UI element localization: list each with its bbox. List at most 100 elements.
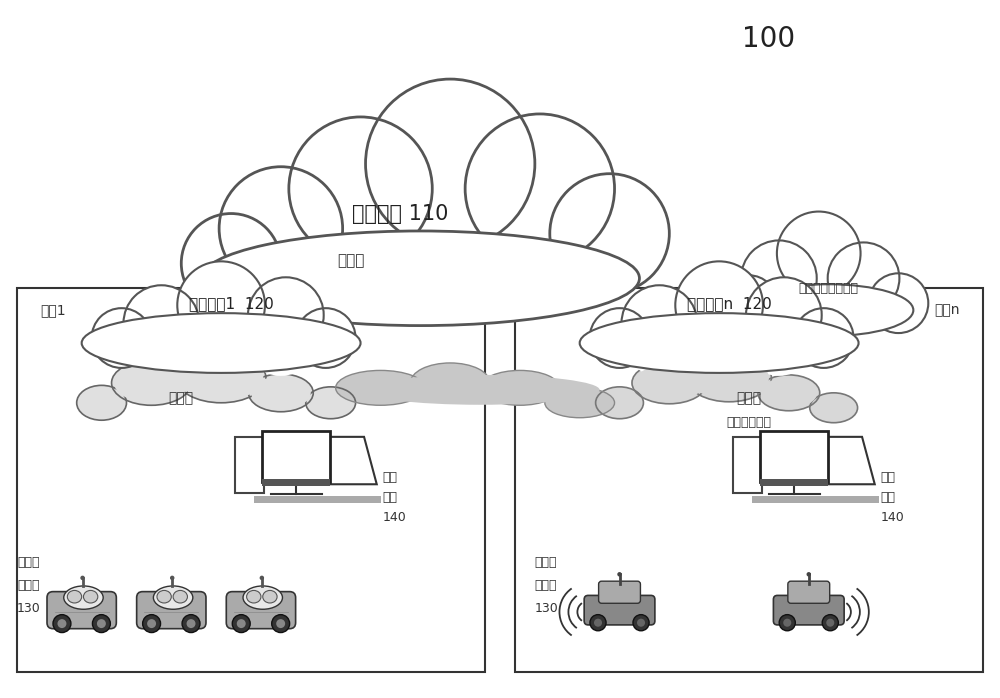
Ellipse shape xyxy=(758,375,820,410)
Ellipse shape xyxy=(810,393,858,423)
Ellipse shape xyxy=(173,591,187,603)
Circle shape xyxy=(550,174,669,293)
Circle shape xyxy=(807,572,811,577)
Circle shape xyxy=(177,261,265,349)
Circle shape xyxy=(677,296,761,380)
Circle shape xyxy=(794,308,854,368)
Text: 公有云: 公有云 xyxy=(337,253,364,268)
Ellipse shape xyxy=(251,376,311,409)
Circle shape xyxy=(272,615,290,632)
Circle shape xyxy=(783,618,791,627)
Ellipse shape xyxy=(179,355,263,400)
Polygon shape xyxy=(262,431,330,482)
Circle shape xyxy=(124,300,199,376)
Circle shape xyxy=(633,615,649,631)
Circle shape xyxy=(538,221,622,305)
Text: 100: 100 xyxy=(742,25,795,53)
Text: 应用: 应用 xyxy=(880,491,895,504)
Circle shape xyxy=(637,618,645,627)
Circle shape xyxy=(590,615,606,631)
Circle shape xyxy=(594,618,602,627)
Circle shape xyxy=(369,211,472,315)
Text: 130: 130 xyxy=(17,602,41,616)
Circle shape xyxy=(57,619,66,628)
Ellipse shape xyxy=(64,586,103,609)
Polygon shape xyxy=(235,437,264,493)
Circle shape xyxy=(124,285,199,361)
FancyBboxPatch shape xyxy=(47,592,116,629)
Ellipse shape xyxy=(153,586,193,609)
Circle shape xyxy=(622,300,697,376)
Ellipse shape xyxy=(176,353,266,403)
Circle shape xyxy=(869,274,928,333)
Text: 130: 130 xyxy=(535,602,559,616)
FancyBboxPatch shape xyxy=(773,595,844,625)
Ellipse shape xyxy=(157,591,171,603)
Circle shape xyxy=(97,619,106,628)
Ellipse shape xyxy=(596,387,643,419)
Text: 分控平台1  120: 分控平台1 120 xyxy=(189,296,273,311)
Circle shape xyxy=(741,240,817,316)
Circle shape xyxy=(777,211,861,295)
Text: 园区n: 园区n xyxy=(935,303,960,317)
Circle shape xyxy=(822,615,838,631)
Circle shape xyxy=(590,308,649,368)
FancyBboxPatch shape xyxy=(226,592,296,629)
Circle shape xyxy=(219,221,303,305)
Polygon shape xyxy=(254,496,381,503)
FancyBboxPatch shape xyxy=(599,581,640,603)
Text: 件模块: 件模块 xyxy=(17,579,39,592)
Circle shape xyxy=(828,242,899,314)
Circle shape xyxy=(248,277,324,353)
Circle shape xyxy=(721,275,777,331)
Circle shape xyxy=(179,296,263,380)
Ellipse shape xyxy=(687,354,771,402)
Text: 应用: 应用 xyxy=(382,491,397,504)
Ellipse shape xyxy=(632,362,707,403)
Ellipse shape xyxy=(545,388,615,417)
Ellipse shape xyxy=(744,284,913,336)
Polygon shape xyxy=(807,437,875,484)
Circle shape xyxy=(617,572,622,577)
Text: 终端: 终端 xyxy=(880,471,895,484)
Circle shape xyxy=(279,211,382,315)
Text: 140: 140 xyxy=(880,511,904,524)
FancyBboxPatch shape xyxy=(584,595,655,625)
Circle shape xyxy=(366,79,535,248)
Ellipse shape xyxy=(243,586,282,609)
Ellipse shape xyxy=(247,591,261,603)
Ellipse shape xyxy=(112,360,191,406)
Ellipse shape xyxy=(689,357,769,399)
Ellipse shape xyxy=(201,231,639,325)
Circle shape xyxy=(779,615,795,631)
Ellipse shape xyxy=(306,387,356,419)
Ellipse shape xyxy=(82,313,361,373)
Text: 140: 140 xyxy=(382,511,406,524)
Circle shape xyxy=(170,576,174,580)
Circle shape xyxy=(182,615,200,632)
FancyBboxPatch shape xyxy=(137,592,206,629)
Ellipse shape xyxy=(760,378,817,408)
Circle shape xyxy=(675,261,763,349)
Circle shape xyxy=(276,619,285,628)
Ellipse shape xyxy=(82,313,361,373)
Ellipse shape xyxy=(336,371,425,406)
Ellipse shape xyxy=(410,363,490,403)
Circle shape xyxy=(53,615,71,632)
Circle shape xyxy=(741,300,817,376)
Circle shape xyxy=(232,615,250,632)
Polygon shape xyxy=(752,496,879,503)
Text: 车载软: 车载软 xyxy=(17,556,39,569)
Ellipse shape xyxy=(211,233,629,323)
Ellipse shape xyxy=(83,591,98,603)
Text: 车载软: 车载软 xyxy=(535,556,557,569)
Circle shape xyxy=(289,117,432,260)
FancyBboxPatch shape xyxy=(788,581,830,603)
Circle shape xyxy=(147,619,156,628)
Circle shape xyxy=(92,308,151,368)
Circle shape xyxy=(143,615,161,632)
Circle shape xyxy=(296,308,356,368)
Circle shape xyxy=(243,300,319,376)
Ellipse shape xyxy=(744,284,913,336)
Polygon shape xyxy=(309,437,377,484)
